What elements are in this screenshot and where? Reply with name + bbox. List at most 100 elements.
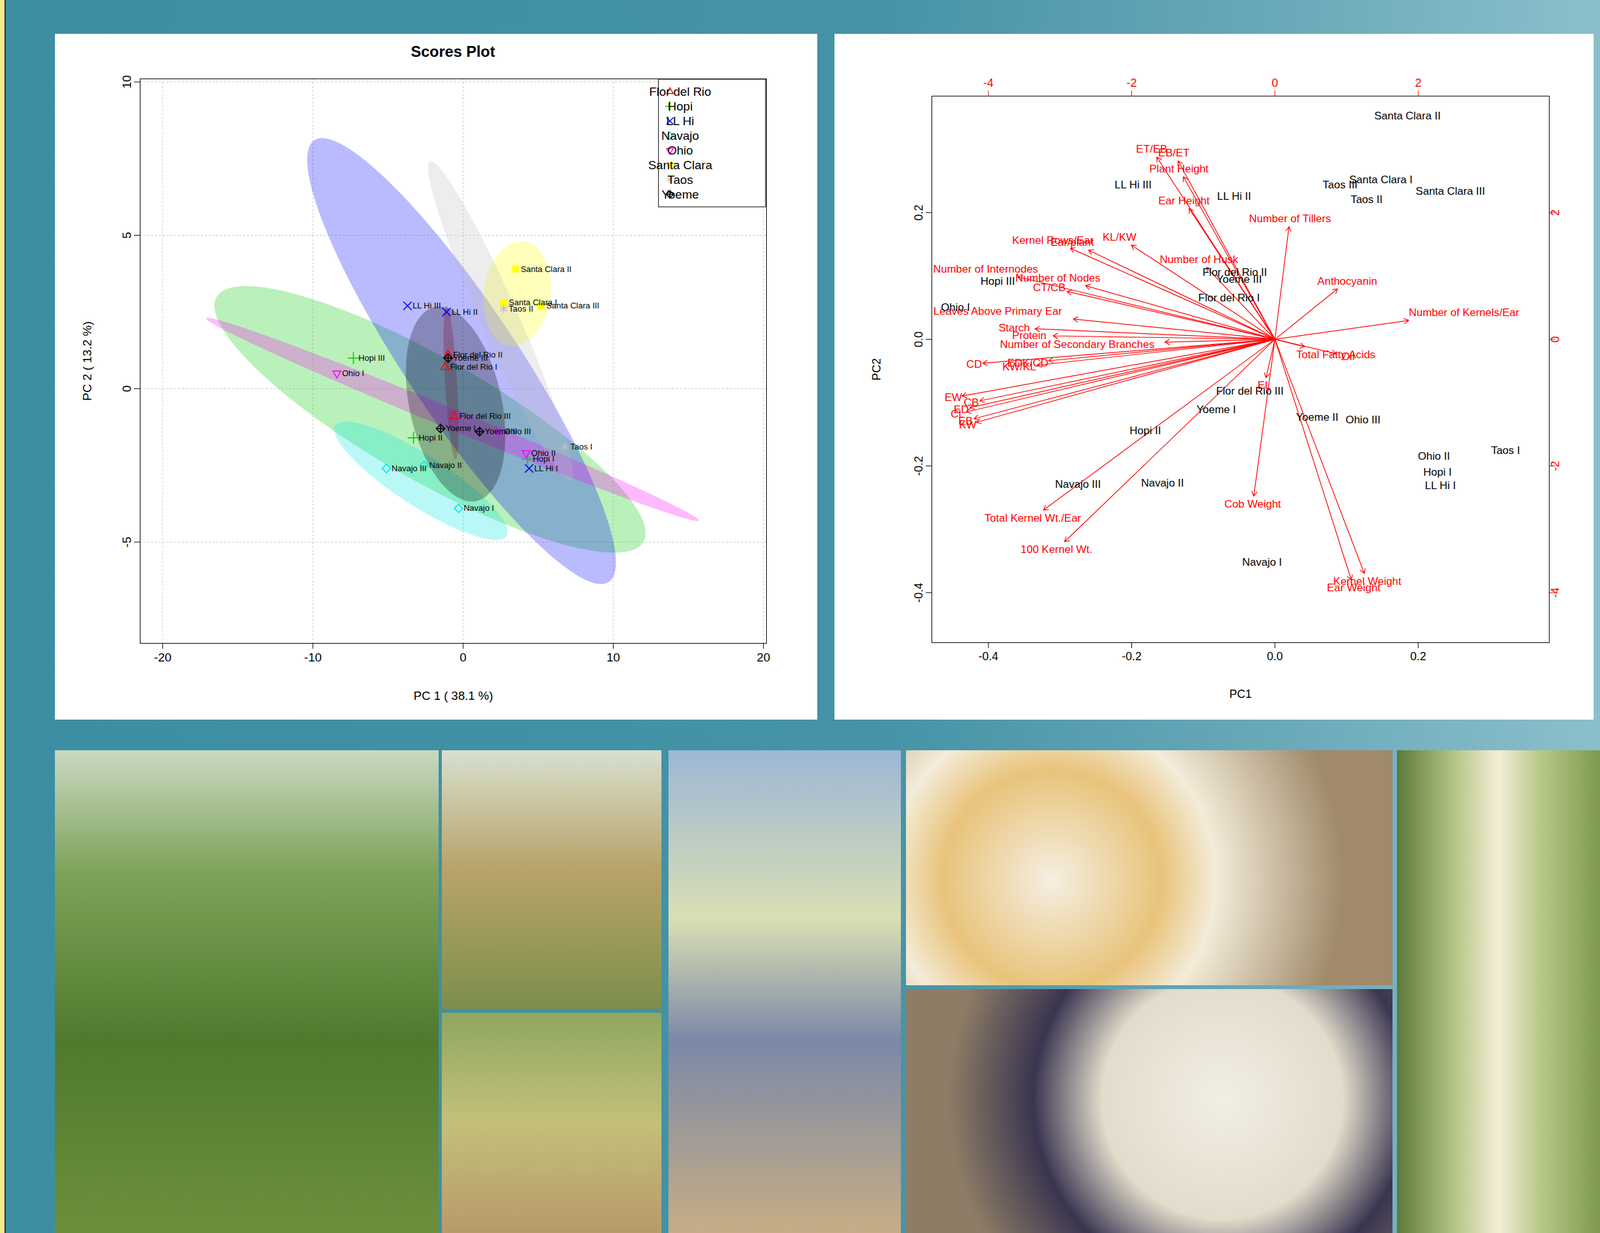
svg-text:10: 10 xyxy=(606,650,620,665)
svg-text:LL Hi III: LL Hi III xyxy=(412,300,441,311)
svg-text:CT/CB: CT/CB xyxy=(1033,280,1066,294)
svg-text:Taos I: Taos I xyxy=(1490,444,1520,457)
svg-text:Santa Clara III: Santa Clara III xyxy=(1415,185,1486,198)
svg-text:-20: -20 xyxy=(153,650,172,665)
svg-text:KL/KW: KL/KW xyxy=(1102,231,1137,244)
svg-text:PC 1 ( 38.1 %): PC 1 ( 38.1 %) xyxy=(413,688,494,703)
svg-text:Yoeme III: Yoeme III xyxy=(453,353,488,363)
svg-text:Number of Kernels/Ear: Number of Kernels/Ear xyxy=(1409,306,1520,319)
svg-text:LL Hi: LL Hi xyxy=(665,114,695,128)
svg-text:Ohio II: Ohio II xyxy=(1418,450,1450,463)
svg-text:Number of Tillers: Number of Tillers xyxy=(1248,212,1331,225)
svg-text:0: 0 xyxy=(1548,335,1562,343)
svg-text:Hopi III: Hopi III xyxy=(980,275,1016,288)
svg-text:-0.2: -0.2 xyxy=(912,455,926,476)
svg-text:Hopi I: Hopi I xyxy=(1423,466,1452,479)
svg-text:-5: -5 xyxy=(120,536,134,548)
svg-text:Yoeme I: Yoeme I xyxy=(1196,403,1237,416)
svg-text:Flor del Rio III: Flor del Rio III xyxy=(1216,384,1284,398)
svg-text:Ear Weight: Ear Weight xyxy=(1326,581,1381,594)
svg-text:-4: -4 xyxy=(983,76,994,90)
svg-text:Oil: Oil xyxy=(1341,350,1355,363)
svg-text:PC 2 ( 13.2 %): PC 2 ( 13.2 %) xyxy=(80,321,94,401)
svg-text:Number of Husk: Number of Husk xyxy=(1160,253,1239,266)
svg-text:Ohio II: Ohio II xyxy=(531,448,556,458)
svg-text:Santa Clara II: Santa Clara II xyxy=(520,264,573,274)
svg-text:LL Hi II: LL Hi II xyxy=(451,307,478,317)
svg-text:Navajo II: Navajo II xyxy=(429,460,462,470)
svg-text:100 Kernel Wt.: 100 Kernel Wt. xyxy=(1020,543,1092,556)
svg-text:Yoeme I: Yoeme I xyxy=(445,423,476,433)
svg-text:Flor del Rio I: Flor del Rio I xyxy=(450,362,498,372)
svg-text:Yoeme III: Yoeme III xyxy=(1216,273,1262,286)
svg-text:Ohio: Ohio xyxy=(667,143,693,158)
svg-text:Navajo III: Navajo III xyxy=(1054,478,1101,491)
svg-text:2: 2 xyxy=(1414,76,1422,90)
svg-text:Flor del Rio: Flor del Rio xyxy=(649,84,712,99)
svg-text:0: 0 xyxy=(459,650,467,665)
svg-text:0.0: 0.0 xyxy=(1266,649,1283,663)
svg-text:LL Hi III: LL Hi III xyxy=(1114,178,1152,191)
svg-text:Ear/plant: Ear/plant xyxy=(1050,236,1094,249)
svg-text:Total Fatty Acids: Total Fatty Acids xyxy=(1296,348,1376,361)
svg-text:Navajo I: Navajo I xyxy=(463,503,495,513)
svg-text:Anthocyanin: Anthocyanin xyxy=(1317,275,1378,288)
svg-text:CD: CD xyxy=(966,358,982,371)
svg-text:KW/KL: KW/KL xyxy=(1002,360,1037,373)
svg-text:Santa Clara I: Santa Clara I xyxy=(1349,173,1413,186)
svg-text:-0.4: -0.4 xyxy=(912,582,926,603)
svg-text:-2: -2 xyxy=(1548,460,1562,472)
svg-text:Ohio I: Ohio I xyxy=(342,368,365,378)
svg-text:Cob Weight: Cob Weight xyxy=(1224,498,1282,511)
svg-text:-4: -4 xyxy=(1548,587,1562,598)
svg-text:Taos II: Taos II xyxy=(508,303,534,314)
svg-text:Navajo I: Navajo I xyxy=(1241,556,1282,569)
svg-text:Taos I: Taos I xyxy=(570,441,593,452)
svg-text:Hopi III: Hopi III xyxy=(358,353,385,363)
svg-text:Navajo II: Navajo II xyxy=(1140,476,1184,490)
svg-text:LL Hi II: LL Hi II xyxy=(1216,190,1251,203)
svg-text:Ohio I: Ohio I xyxy=(941,301,970,314)
svg-text:Ear Height: Ear Height xyxy=(1158,194,1210,207)
svg-text:EB/ET: EB/ET xyxy=(1158,146,1190,159)
svg-text:Hopi: Hopi xyxy=(667,99,693,114)
svg-text:Hopi II: Hopi II xyxy=(418,432,444,443)
svg-text:-2: -2 xyxy=(1126,76,1137,90)
svg-text:KW: KW xyxy=(958,418,977,431)
svg-text:Plant Height: Plant Height xyxy=(1149,162,1209,175)
svg-text:0.2: 0.2 xyxy=(912,204,926,221)
svg-text:PC1: PC1 xyxy=(1229,687,1252,701)
svg-text:Ohio III: Ohio III xyxy=(1345,413,1381,426)
svg-text:PC2: PC2 xyxy=(870,358,884,381)
svg-text:Taos: Taos xyxy=(667,173,693,187)
svg-text:0.0: 0.0 xyxy=(912,331,926,348)
svg-text:Santa Clara III: Santa Clara III xyxy=(546,300,600,311)
svg-text:Hopi II: Hopi II xyxy=(1129,424,1161,437)
svg-text:20: 20 xyxy=(756,650,770,665)
svg-text:Yoeme: Yoeme xyxy=(661,187,699,202)
svg-text:Taos II: Taos II xyxy=(1350,193,1383,206)
svg-text:-10: -10 xyxy=(303,650,322,665)
svg-text:0: 0 xyxy=(1271,76,1279,90)
svg-text:Navajo III: Navajo III xyxy=(391,463,427,474)
svg-text:Flor del Rio III: Flor del Rio III xyxy=(459,411,511,421)
svg-text:Yoeme II: Yoeme II xyxy=(1296,411,1339,424)
svg-text:Navajo: Navajo xyxy=(661,128,700,143)
svg-text:-0.2: -0.2 xyxy=(1121,649,1142,663)
svg-text:2: 2 xyxy=(1548,209,1562,216)
svg-text:10: 10 xyxy=(120,75,134,89)
svg-text:Santa Clara: Santa Clara xyxy=(648,158,713,172)
svg-text:Yoeme II: Yoeme II xyxy=(484,426,518,437)
svg-text:Total Kernel Wt./Ear: Total Kernel Wt./Ear xyxy=(984,512,1082,525)
svg-text:-0.4: -0.4 xyxy=(978,649,999,663)
svg-text:Flor del Rio I: Flor del Rio I xyxy=(1198,291,1260,304)
svg-text:EW: EW xyxy=(944,391,962,404)
svg-text:Taos III: Taos III xyxy=(1322,178,1359,191)
svg-text:Number of Secondary Branches: Number of Secondary Branches xyxy=(999,338,1155,351)
svg-text:Santa Clara II: Santa Clara II xyxy=(1373,109,1441,122)
svg-text:0.2: 0.2 xyxy=(1410,649,1427,663)
svg-text:LL Hi I: LL Hi I xyxy=(534,463,559,474)
svg-text:5: 5 xyxy=(120,231,134,239)
svg-text:LL Hi I: LL Hi I xyxy=(1425,479,1457,492)
svg-text:0: 0 xyxy=(120,384,134,393)
